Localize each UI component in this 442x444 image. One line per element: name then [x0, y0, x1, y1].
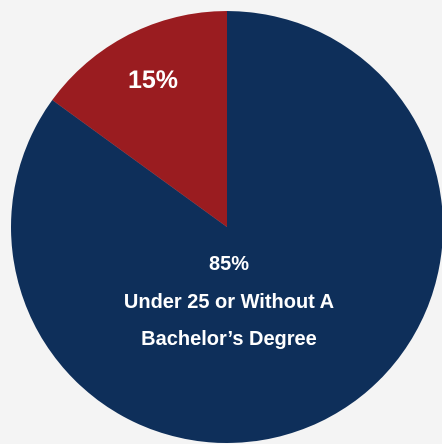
slice-description-line: Bachelor’s Degree: [141, 328, 317, 350]
pie-slice-85: [11, 11, 442, 443]
slice-value-label: 15%: [128, 66, 178, 94]
slice-label-85: 85% Under 25 or Without A Bachelor’s Degre…: [124, 253, 334, 350]
pie-slice-15: [52, 11, 227, 227]
slice-label-15: 15%: [128, 66, 178, 94]
slice-description-line: Under 25 or Without A: [124, 291, 334, 313]
slice-value-label: 85%: [209, 253, 249, 275]
